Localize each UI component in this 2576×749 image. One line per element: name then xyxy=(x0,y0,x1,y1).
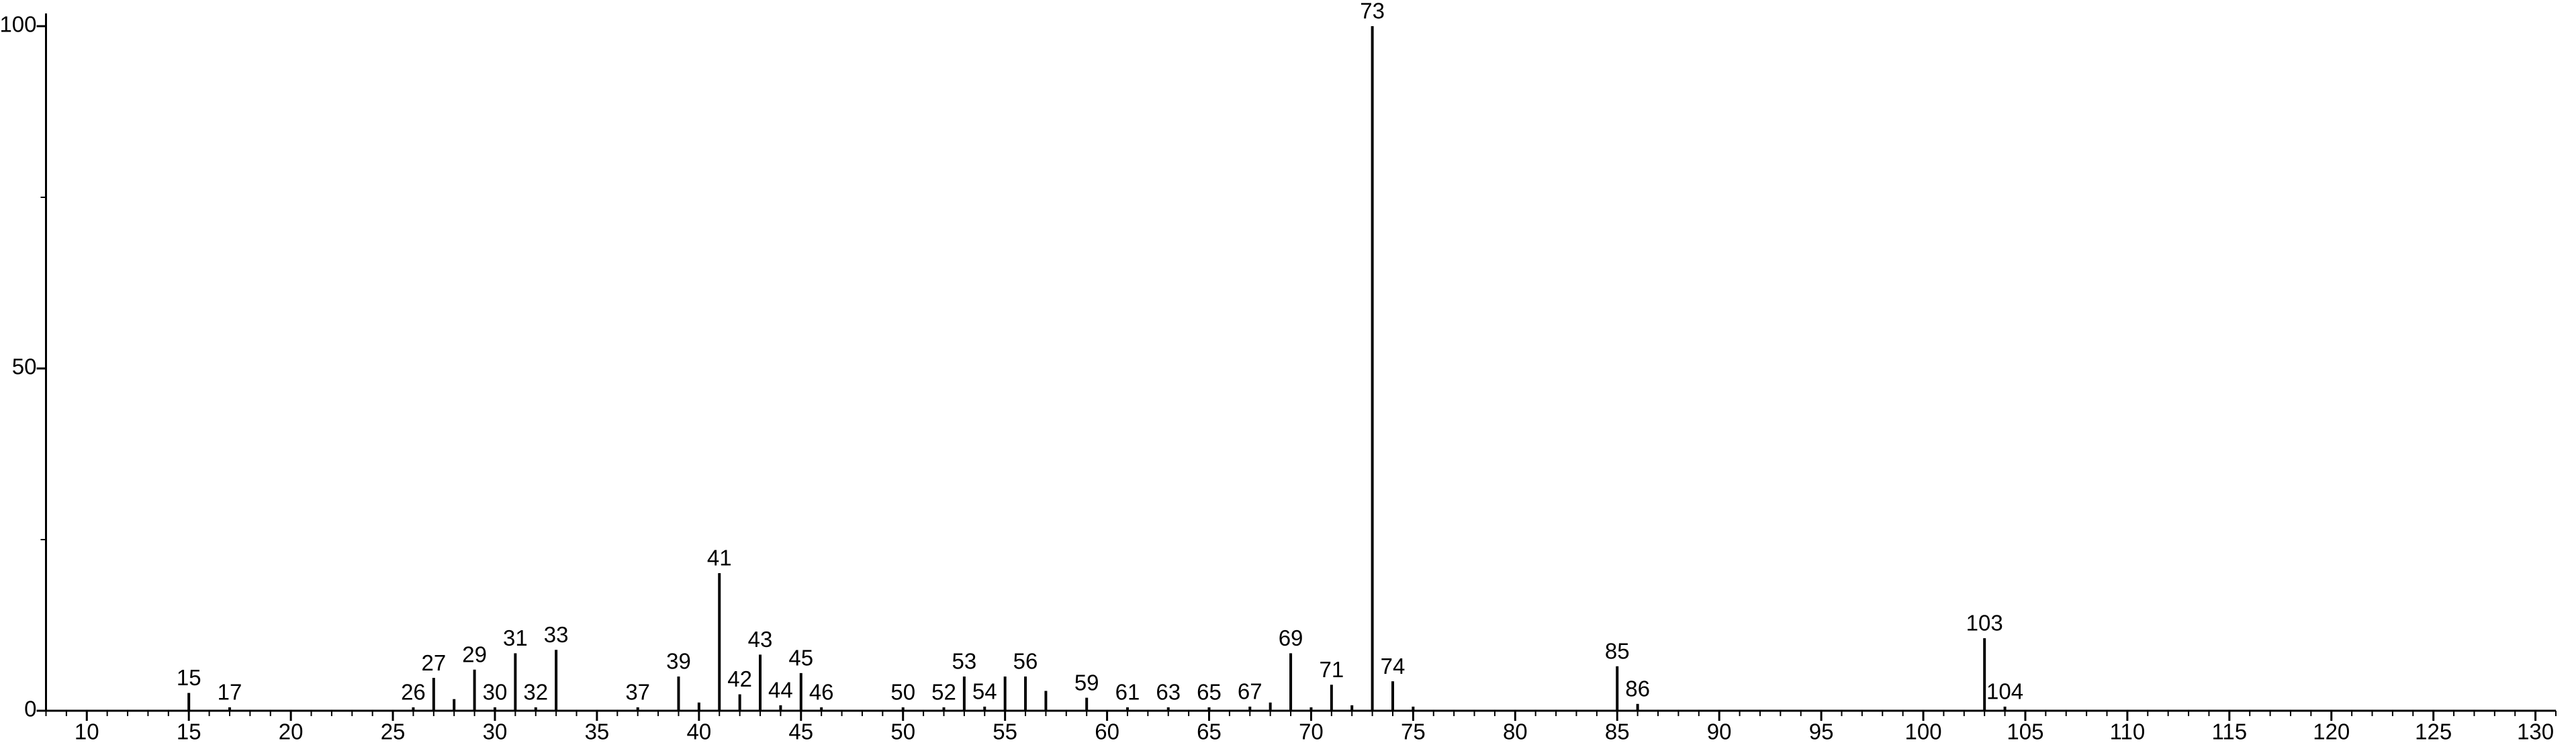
x-tick-label: 75 xyxy=(1401,719,1426,744)
peak-label: 37 xyxy=(625,680,650,705)
peak-label: 67 xyxy=(1238,679,1262,704)
peak-label: 69 xyxy=(1279,626,1303,650)
x-tick-label: 90 xyxy=(1707,719,1732,744)
peak-label: 44 xyxy=(768,678,793,703)
peak-label: 61 xyxy=(1115,680,1140,705)
peak-label: 15 xyxy=(177,665,201,690)
x-tick-label: 40 xyxy=(686,719,711,744)
x-tick-label: 50 xyxy=(890,719,915,744)
x-tick-label: 115 xyxy=(2212,719,2248,744)
x-tick-label: 85 xyxy=(1605,719,1630,744)
y-tick-label: 0 xyxy=(24,697,36,721)
x-tick-label: 45 xyxy=(788,719,813,744)
x-tick-label: 55 xyxy=(993,719,1017,744)
peak-label: 27 xyxy=(421,650,446,675)
peak-label: 63 xyxy=(1156,680,1181,705)
x-tick-label: 80 xyxy=(1503,719,1528,744)
peak-label: 26 xyxy=(401,680,426,705)
x-tick-label: 70 xyxy=(1299,719,1324,744)
x-tick-label: 105 xyxy=(2007,719,2043,744)
peak-label: 32 xyxy=(523,680,548,705)
peak-label: 42 xyxy=(727,666,752,691)
peak-label: 85 xyxy=(1605,638,1630,663)
x-tick-label: 110 xyxy=(2110,719,2146,744)
peak-label: 43 xyxy=(748,627,773,652)
peak-label: 46 xyxy=(809,680,834,705)
x-tick-label: 35 xyxy=(585,719,610,744)
x-tick-label: 100 xyxy=(1904,719,1941,744)
x-tick-label: 95 xyxy=(1809,719,1834,744)
peak-label: 65 xyxy=(1197,680,1222,705)
y-tick-label: 100 xyxy=(0,12,37,37)
peak-label: 71 xyxy=(1319,657,1344,682)
peak-label: 17 xyxy=(218,680,242,705)
x-tick-label: 10 xyxy=(75,719,99,744)
peak-label: 50 xyxy=(890,680,915,705)
peak-label: 53 xyxy=(952,649,977,674)
x-tick-label: 130 xyxy=(2517,719,2554,744)
x-tick-label: 60 xyxy=(1095,719,1119,744)
peak-label: 103 xyxy=(1966,611,2003,636)
x-tick-label: 25 xyxy=(381,719,406,744)
peak-label: 29 xyxy=(462,642,487,667)
peak-label: 104 xyxy=(1986,679,2023,704)
peak-label: 54 xyxy=(972,679,997,704)
x-tick-label: 15 xyxy=(177,719,201,744)
peak-label: 39 xyxy=(666,649,691,674)
x-tick-label: 30 xyxy=(483,719,508,744)
peak-label: 41 xyxy=(707,546,732,570)
x-tick-label: 20 xyxy=(279,719,304,744)
peak-label: 30 xyxy=(483,680,508,705)
peak-label: 73 xyxy=(1360,0,1385,23)
x-tick-label: 65 xyxy=(1197,719,1222,744)
y-tick-label: 50 xyxy=(12,354,37,379)
peak-label: 33 xyxy=(544,622,569,647)
peak-label: 56 xyxy=(1013,649,1038,674)
peak-label: 86 xyxy=(1625,677,1650,701)
peak-label: 52 xyxy=(931,680,956,705)
peak-label: 45 xyxy=(788,646,813,670)
peak-label: 74 xyxy=(1381,654,1406,679)
x-tick-label: 120 xyxy=(2313,719,2350,744)
peak-label: 31 xyxy=(503,626,528,650)
peak-label: 59 xyxy=(1074,670,1099,695)
x-tick-label: 125 xyxy=(2415,719,2452,744)
